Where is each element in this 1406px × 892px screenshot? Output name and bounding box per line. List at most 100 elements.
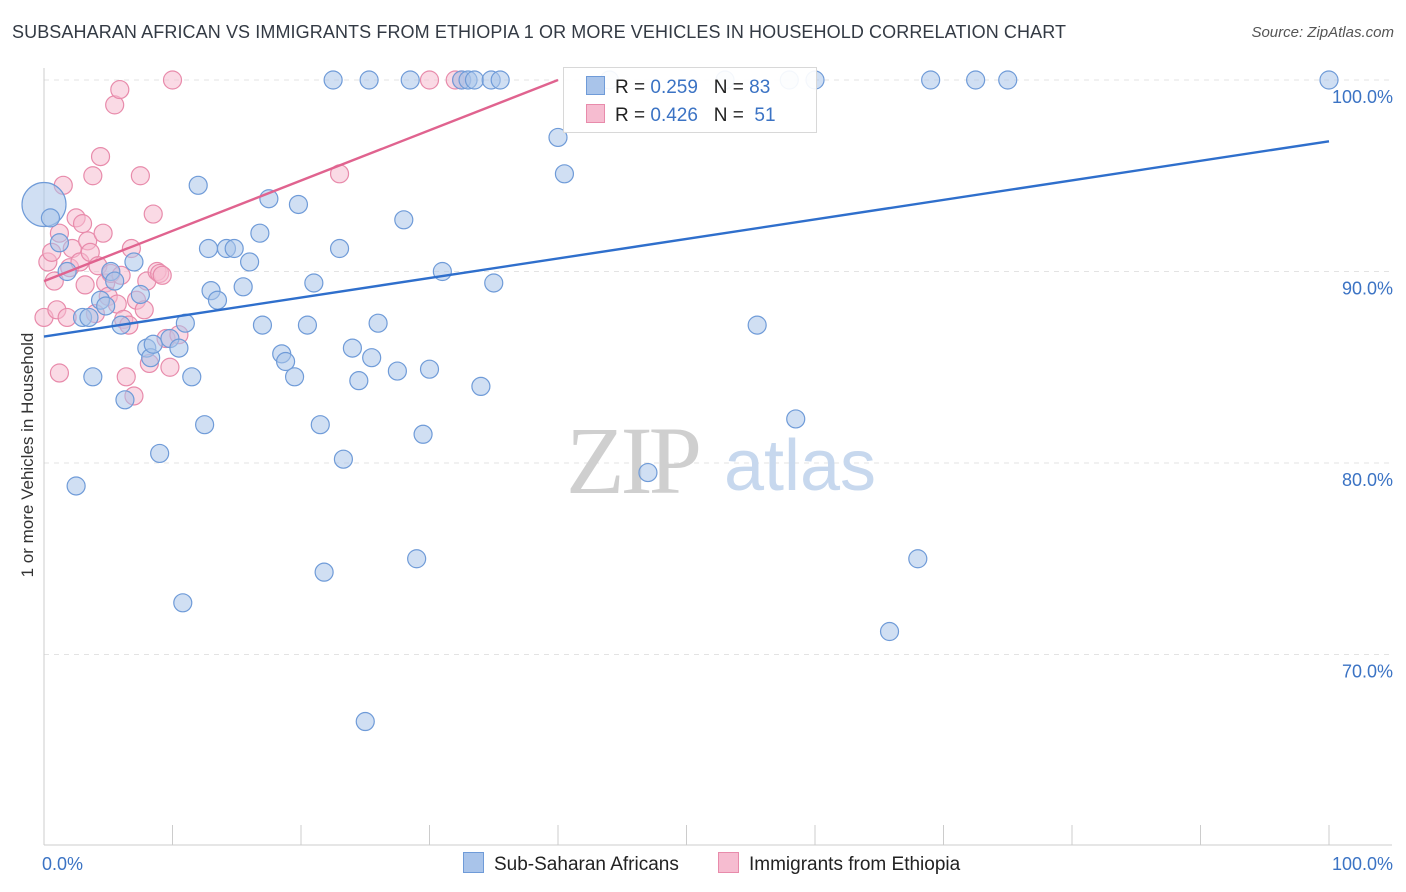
point-subsaharan xyxy=(310,415,330,435)
point-ethiopia xyxy=(130,166,150,186)
bottom-legend-label-ethiopia: Immigrants from Ethiopia xyxy=(749,854,961,875)
point-ethiopia xyxy=(143,204,163,224)
point-subsaharan xyxy=(368,313,388,333)
point-subsaharan xyxy=(908,549,928,569)
stats-legend: R = 0.259 N = 83 R = 0.426 N = 51 xyxy=(563,67,817,133)
point-subsaharan xyxy=(413,424,433,444)
legend-row-subsaharan: R = 0.259 N = 83 xyxy=(586,76,770,99)
point-ethiopia xyxy=(83,166,103,186)
point-subsaharan xyxy=(288,194,309,215)
point-ethiopia xyxy=(116,367,136,387)
trend-line-ethiopia xyxy=(43,78,559,283)
point-subsaharan xyxy=(207,290,228,310)
chart-title: SUBSAHARAN AFRICAN VS IMMIGRANTS FROM ET… xyxy=(12,22,1067,42)
point-subsaharan xyxy=(554,164,575,184)
point-subsaharan xyxy=(79,307,99,328)
point-subsaharan xyxy=(40,208,61,228)
y-axis-label: 1 or more Vehicles in Household xyxy=(18,332,37,578)
point-subsaharan xyxy=(786,409,806,429)
point-subsaharan xyxy=(329,238,350,259)
point-ethiopia xyxy=(93,223,113,243)
bottom-legend-swatch-pink xyxy=(718,852,739,873)
bottom-legend-subsaharan: Sub-Saharan Africans xyxy=(463,852,679,876)
point-subsaharan xyxy=(419,359,440,379)
point-ethiopia xyxy=(72,214,93,234)
series-subsaharan-points xyxy=(21,70,1339,732)
point-ethiopia xyxy=(75,275,95,295)
point-subsaharan xyxy=(394,210,414,230)
point-subsaharan xyxy=(471,376,491,396)
point-subsaharan xyxy=(252,315,273,335)
point-subsaharan xyxy=(130,284,150,305)
point-subsaharan xyxy=(342,338,362,358)
point-subsaharan xyxy=(407,549,427,569)
point-ethiopia xyxy=(90,147,111,167)
y-tick-label: 90.0% xyxy=(1342,279,1393,299)
point-subsaharan xyxy=(323,70,343,90)
y-tick-label: 70.0% xyxy=(1342,662,1393,682)
point-subsaharan xyxy=(387,361,407,381)
point-subsaharan xyxy=(998,70,1018,90)
point-subsaharan xyxy=(188,175,208,195)
point-subsaharan xyxy=(195,415,215,435)
tick-labels: 70.0% 80.0% 90.0% 100.0% 0.0% 100.0% xyxy=(42,87,1393,874)
legend-row-ethiopia: R = 0.426 N = 51 xyxy=(586,104,776,127)
point-subsaharan xyxy=(304,273,324,293)
point-subsaharan xyxy=(233,277,253,297)
point-subsaharan xyxy=(150,443,170,464)
watermark: ZIP atlas xyxy=(566,407,876,514)
point-subsaharan xyxy=(490,70,510,90)
trend-line-subsaharan xyxy=(43,140,1330,338)
grid-lines xyxy=(44,79,1390,655)
axes xyxy=(43,68,1392,846)
point-subsaharan xyxy=(1319,70,1339,90)
point-subsaharan xyxy=(143,334,163,354)
point-ethiopia xyxy=(49,363,70,383)
watermark-atlas: atlas xyxy=(724,426,876,506)
legend-r-subsaharan: 0.259 xyxy=(650,77,698,98)
point-subsaharan xyxy=(638,462,658,483)
bottom-legend-ethiopia: Immigrants from Ethiopia xyxy=(718,852,960,876)
point-subsaharan xyxy=(83,367,103,387)
bottom-legend-swatch-blue xyxy=(463,852,484,873)
point-subsaharan xyxy=(173,593,193,613)
point-subsaharan xyxy=(115,390,135,410)
y-tick-label: 100.0% xyxy=(1332,87,1393,107)
point-subsaharan xyxy=(879,621,900,642)
point-subsaharan xyxy=(921,70,941,90)
x-tick-label-min: 0.0% xyxy=(42,854,83,874)
legend-swatch-blue xyxy=(586,76,605,95)
point-subsaharan xyxy=(548,127,568,148)
x-tick-label-max: 100.0% xyxy=(1332,854,1393,874)
point-subsaharan xyxy=(124,252,144,272)
legend-n-subsaharan: 83 xyxy=(749,77,771,98)
point-subsaharan xyxy=(314,562,334,582)
point-subsaharan xyxy=(966,70,986,90)
point-subsaharan xyxy=(224,238,244,259)
legend-r-ethiopia: 0.426 xyxy=(650,105,698,126)
point-subsaharan xyxy=(349,371,369,391)
point-subsaharan xyxy=(169,338,189,358)
point-ethiopia xyxy=(152,265,172,285)
legend-swatch-pink xyxy=(586,104,605,123)
source-label: Source: ZipAtlas.com xyxy=(1251,24,1394,41)
point-ethiopia xyxy=(110,79,130,100)
point-subsaharan xyxy=(250,223,270,243)
point-subsaharan xyxy=(96,296,116,316)
trend-lines xyxy=(43,78,1330,338)
point-subsaharan xyxy=(747,315,767,335)
point-subsaharan xyxy=(182,367,202,387)
y-tick-label: 80.0% xyxy=(1342,470,1393,490)
point-subsaharan xyxy=(198,238,219,259)
watermark-zip: ZIP xyxy=(566,407,699,514)
point-subsaharan xyxy=(49,233,70,253)
point-subsaharan xyxy=(362,348,382,368)
point-subsaharan xyxy=(333,449,354,469)
point-subsaharan xyxy=(464,70,485,90)
point-subsaharan xyxy=(355,711,375,732)
point-ethiopia xyxy=(162,70,183,90)
point-subsaharan xyxy=(275,351,296,372)
point-subsaharan xyxy=(359,70,379,90)
point-subsaharan xyxy=(105,271,125,291)
